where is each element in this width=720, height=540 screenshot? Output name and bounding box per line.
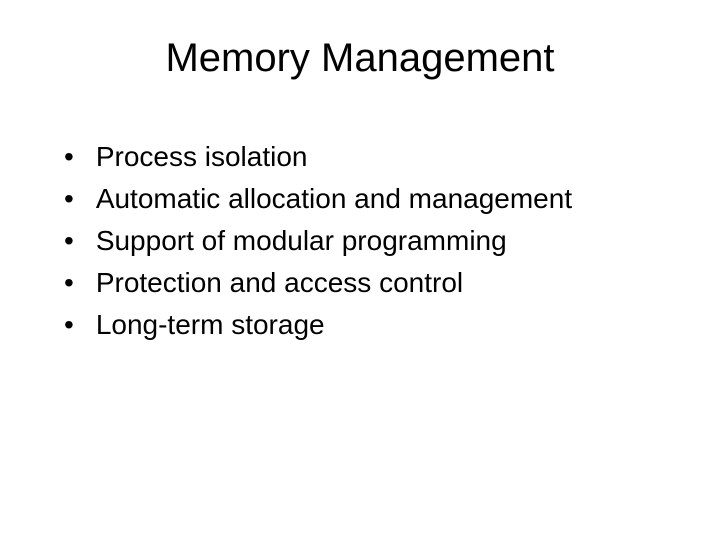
bullet-text: Support of modular programming — [96, 223, 507, 259]
bullet-icon: • — [64, 181, 74, 217]
bullet-icon: • — [64, 265, 74, 301]
bullet-text: Long-term storage — [96, 307, 325, 343]
bullet-text: Automatic allocation and management — [96, 181, 572, 217]
list-item: • Long-term storage — [64, 307, 670, 343]
slide-title: Memory Management — [50, 36, 670, 81]
list-item: • Support of modular programming — [64, 223, 670, 259]
bullet-text: Protection and access control — [96, 265, 463, 301]
bullet-text: Process isolation — [96, 139, 308, 175]
bullet-icon: • — [64, 139, 74, 175]
bullet-icon: • — [64, 223, 74, 259]
bullet-list: • Process isolation • Automatic allocati… — [50, 139, 670, 343]
list-item: • Process isolation — [64, 139, 670, 175]
list-item: • Protection and access control — [64, 265, 670, 301]
bullet-icon: • — [64, 307, 74, 343]
list-item: • Automatic allocation and management — [64, 181, 670, 217]
slide-container: Memory Management • Process isolation • … — [0, 0, 720, 540]
